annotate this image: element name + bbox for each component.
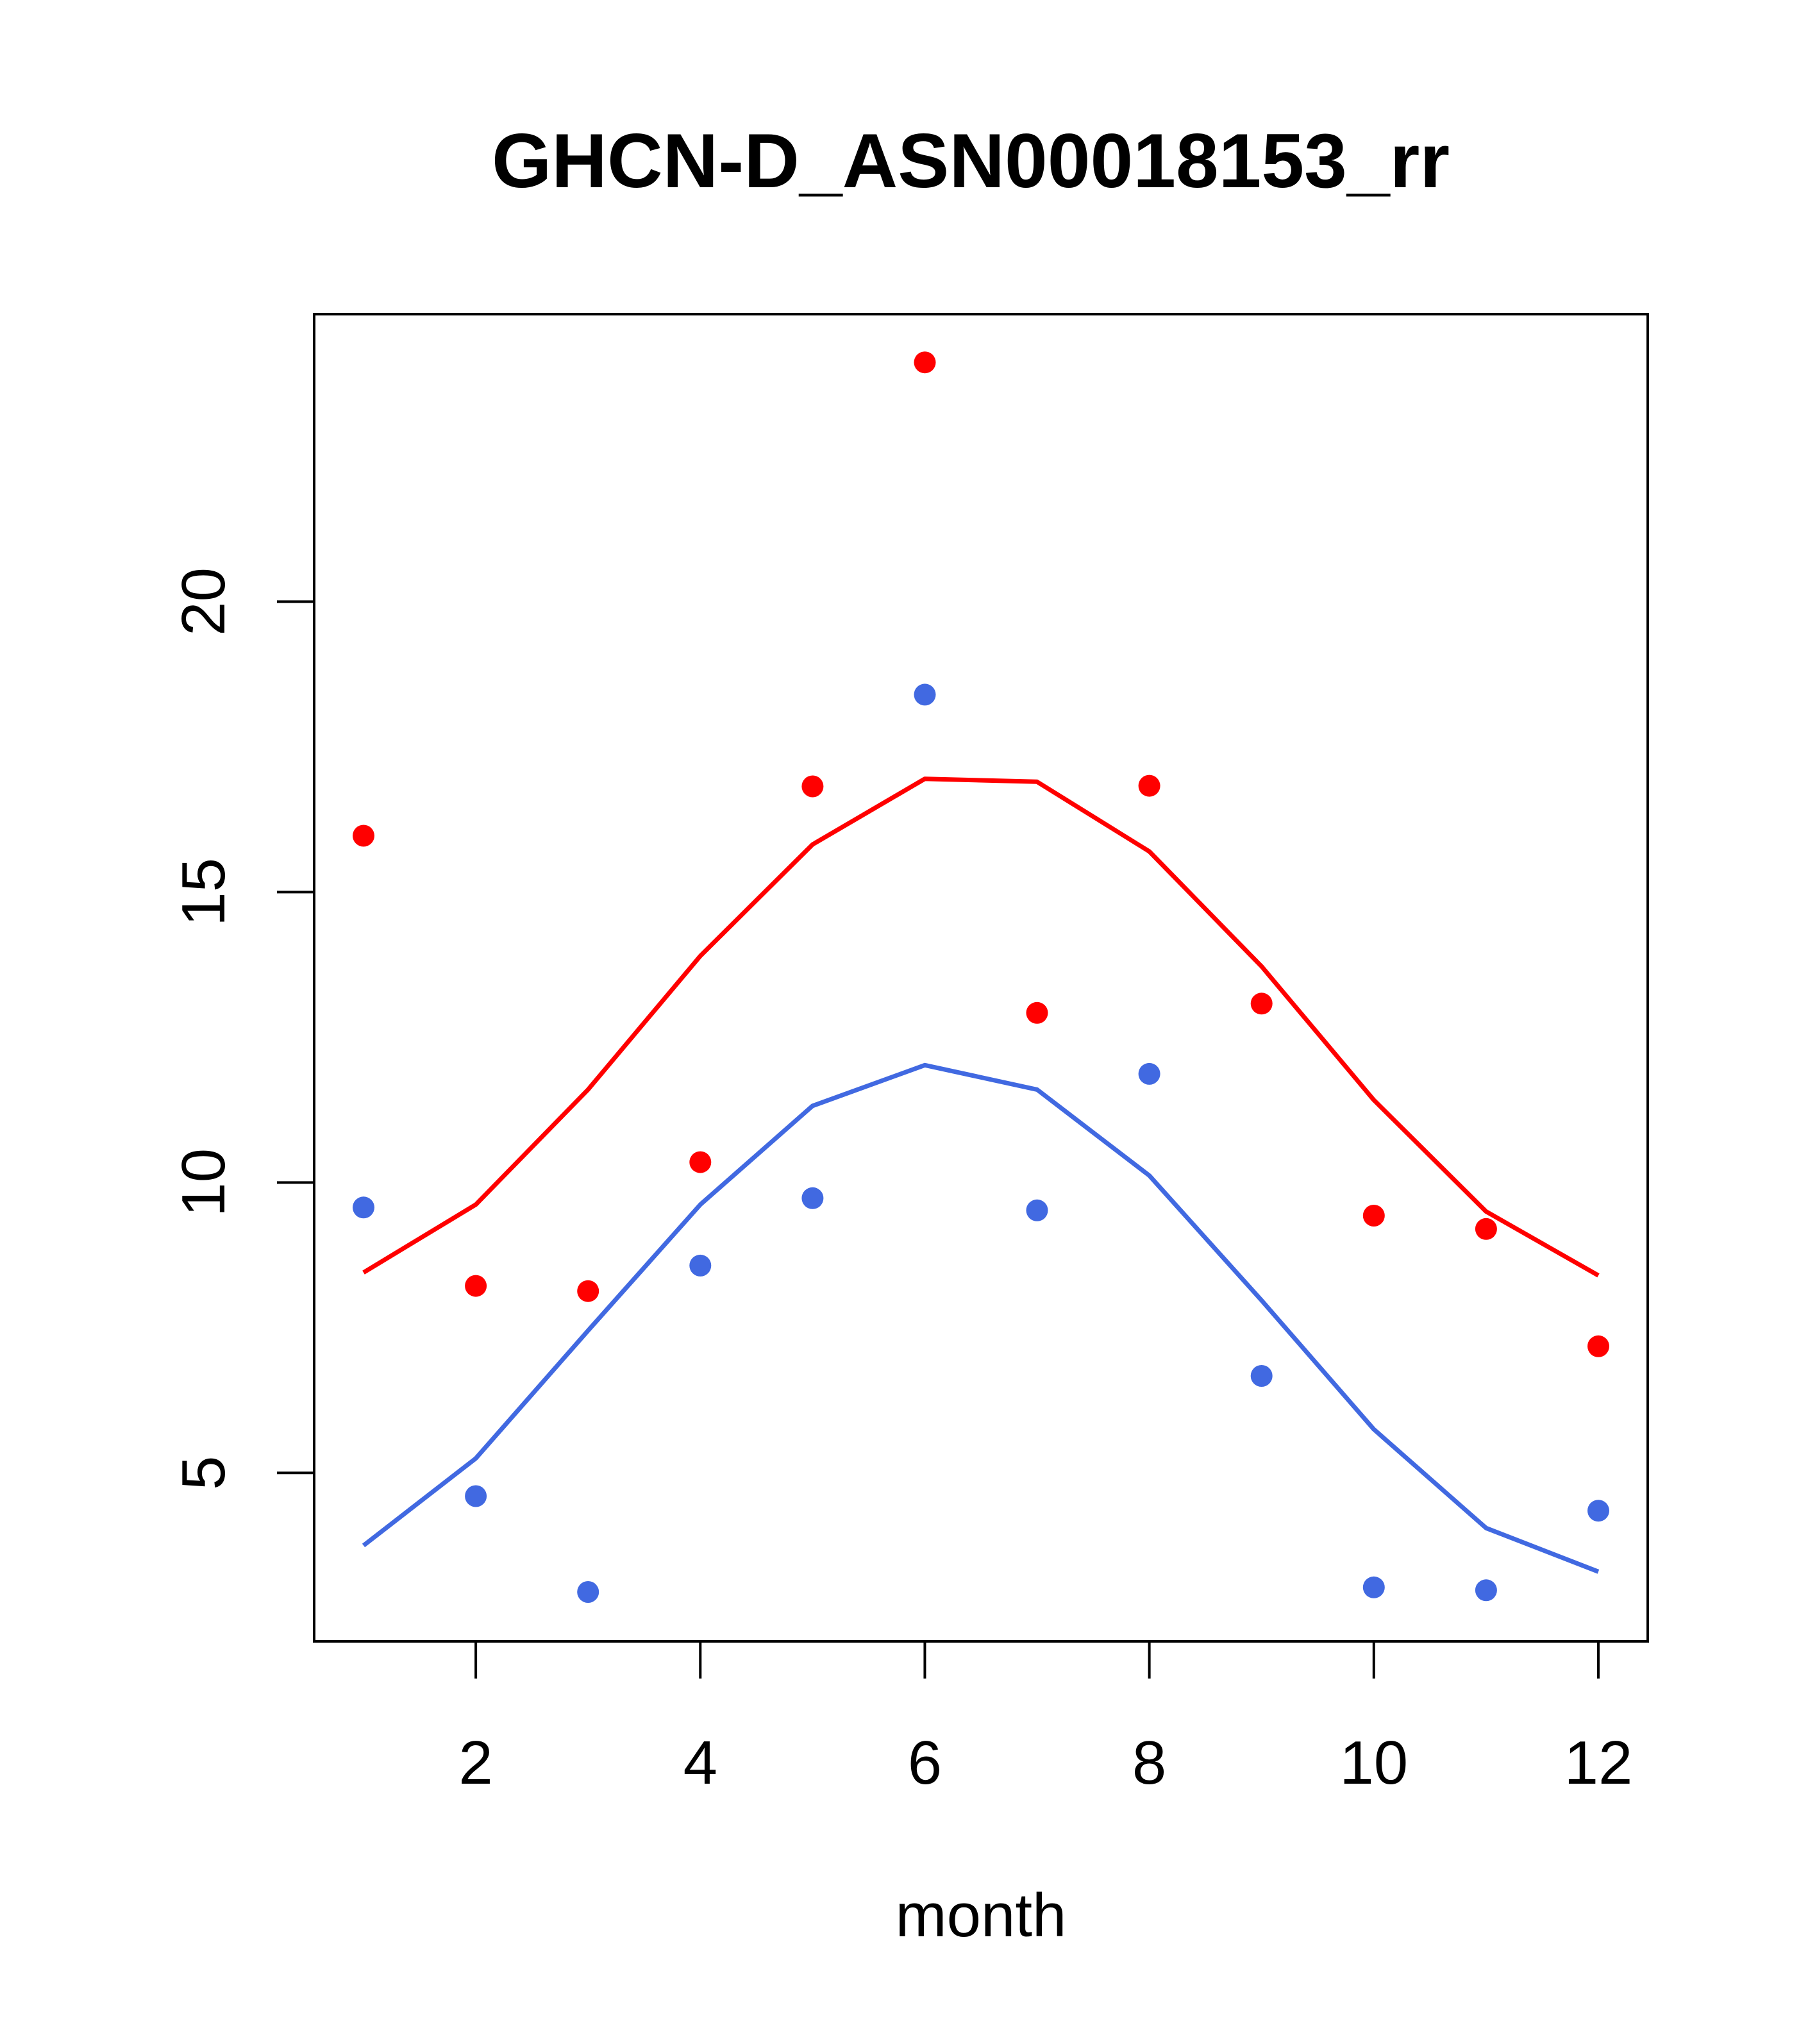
data-point	[353, 1196, 374, 1219]
data-point	[465, 1275, 487, 1297]
data-point	[1250, 1365, 1273, 1387]
data-point	[353, 825, 374, 847]
data-point	[689, 1254, 712, 1277]
series-line-1	[362, 1062, 1600, 1574]
plot-frame	[313, 313, 1649, 1643]
data-point	[1250, 993, 1273, 1015]
y-tick-label: 5	[169, 1456, 238, 1490]
data-point	[801, 775, 824, 798]
data-point	[577, 1581, 599, 1603]
data-point	[1026, 1001, 1048, 1024]
data-point	[1026, 1199, 1048, 1221]
data-point	[1138, 775, 1160, 797]
data-point	[914, 683, 936, 706]
y-tick-label: 15	[169, 858, 238, 926]
x-tick-label: 4	[683, 1729, 717, 1797]
data-point	[1362, 1576, 1385, 1598]
x-tick-label: 2	[458, 1729, 492, 1797]
data-point	[914, 351, 936, 374]
data-point	[465, 1485, 487, 1507]
data-point	[1475, 1218, 1497, 1240]
data-point	[1362, 1205, 1385, 1227]
y-tick-label: 20	[169, 567, 238, 636]
data-point	[1475, 1579, 1497, 1602]
series-line-0	[362, 776, 1600, 1278]
data-point	[1587, 1500, 1609, 1522]
x-tick-label: 10	[1339, 1729, 1408, 1797]
data-point	[1138, 1062, 1160, 1085]
x-tick-label: 8	[1132, 1729, 1166, 1797]
x-tick-label: 12	[1564, 1729, 1633, 1797]
series-layer	[353, 351, 1609, 1603]
data-point	[801, 1187, 824, 1209]
x-tick-label: 6	[908, 1729, 942, 1797]
x-axis: 2 4 6 8 10 12	[458, 1640, 1633, 1797]
data-point	[1587, 1335, 1609, 1357]
y-tick-label: 10	[169, 1148, 238, 1217]
data-point	[577, 1280, 599, 1302]
data-point	[689, 1151, 712, 1173]
y-axis: 5 10 15 20	[169, 567, 315, 1490]
x-axis-label: month	[896, 1881, 1067, 1950]
chart-title: GHCN-D_ASN00018153_rr	[492, 118, 1450, 204]
